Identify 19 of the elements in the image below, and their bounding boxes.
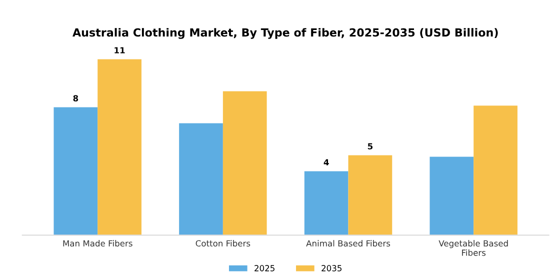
x-tick-label: Cotton Fibers bbox=[196, 240, 250, 247]
x-tick-label: Man Made Fibers bbox=[63, 240, 132, 247]
bar bbox=[474, 106, 518, 236]
bar bbox=[54, 107, 98, 236]
bar bbox=[222, 91, 267, 236]
x-tick-label: Vegetable Based Fibers bbox=[438, 240, 508, 256]
legend-label: 2035 bbox=[322, 265, 342, 272]
bar bbox=[430, 156, 474, 236]
bar bbox=[304, 171, 348, 236]
data-label: 4 bbox=[324, 159, 329, 166]
bar bbox=[179, 123, 223, 236]
data-label: 8 bbox=[73, 95, 78, 102]
bar bbox=[348, 155, 392, 236]
x-tick-label: Animal Based Fibers bbox=[306, 240, 390, 247]
data-label: 5 bbox=[368, 143, 373, 150]
bar bbox=[98, 59, 142, 236]
data-label: 11 bbox=[114, 47, 125, 54]
legend-label: 2025 bbox=[254, 265, 274, 272]
chart-title: Australia Clothing Market, By Type of Fiber, 2025-2035 (USD Billion) bbox=[72, 28, 498, 39]
